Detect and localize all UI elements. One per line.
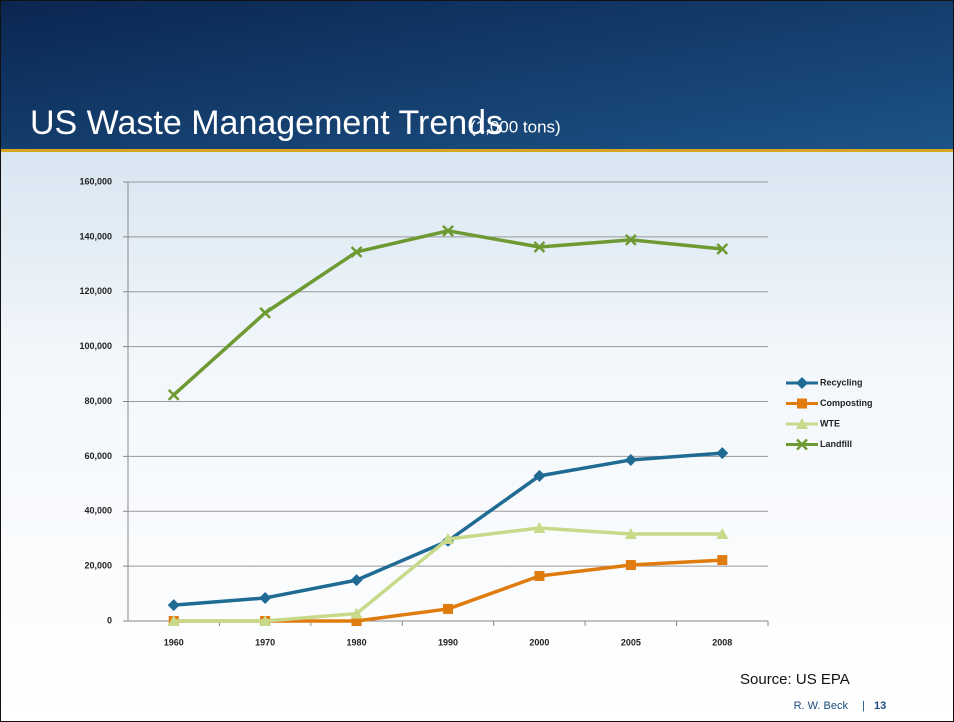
y-tick-label: 140,000 (79, 231, 112, 241)
point (350, 246, 363, 258)
point (442, 532, 454, 544)
point (350, 574, 363, 587)
y-tick-label: 120,000 (79, 286, 112, 296)
point (624, 234, 637, 246)
legend-label: Recycling (820, 377, 863, 387)
legend-marker (796, 377, 808, 389)
point (259, 306, 272, 319)
point (533, 241, 546, 253)
point (624, 528, 637, 540)
x-tick-label: 1990 (438, 637, 458, 647)
legend-label: Landfill (820, 439, 852, 449)
slide-title: US Waste Management Trends (30, 104, 503, 142)
point (624, 453, 637, 466)
point (716, 447, 729, 460)
x-tick-label: 2008 (712, 637, 732, 647)
legend-marker (796, 418, 808, 429)
footer-page: 13 (874, 700, 886, 712)
point (167, 599, 180, 612)
footer-sep: | (862, 700, 865, 712)
point (534, 571, 545, 582)
x-tick-label: 2005 (621, 637, 641, 647)
point (716, 243, 729, 255)
slide-subtitle: (1,000 tons) (470, 117, 561, 136)
point (443, 603, 453, 614)
point (259, 591, 272, 604)
source: Source: US EPA (740, 671, 850, 688)
point (625, 560, 636, 571)
point (350, 607, 363, 619)
x-tick-label: 1970 (255, 637, 275, 647)
footer-author: R. W. Beck (794, 700, 849, 712)
point (716, 528, 729, 540)
header-rule (0, 149, 954, 152)
x-tick-label: 1960 (164, 637, 184, 647)
point (259, 615, 272, 626)
x-tick-label: 1980 (347, 637, 367, 647)
point (533, 521, 546, 533)
point (351, 616, 362, 626)
legend-marker (796, 438, 808, 451)
y-tick-label: 100,000 (79, 341, 112, 351)
point (533, 469, 546, 482)
header (0, 0, 954, 149)
point (442, 224, 454, 237)
legend-marker (797, 398, 807, 409)
point (167, 389, 180, 401)
y-tick-label: 160,000 (79, 176, 112, 186)
y-tick-label: 20,000 (84, 561, 112, 571)
legend-label: Composting (820, 398, 873, 408)
y-tick-label: 0 (107, 615, 112, 625)
y-tick-label: 60,000 (84, 451, 112, 461)
x-tick-label: 2000 (529, 637, 549, 647)
point (167, 615, 180, 626)
point (717, 555, 728, 566)
legend-label: WTE (820, 418, 840, 428)
y-tick-label: 40,000 (84, 506, 112, 516)
y-tick-label: 80,000 (84, 396, 112, 406)
